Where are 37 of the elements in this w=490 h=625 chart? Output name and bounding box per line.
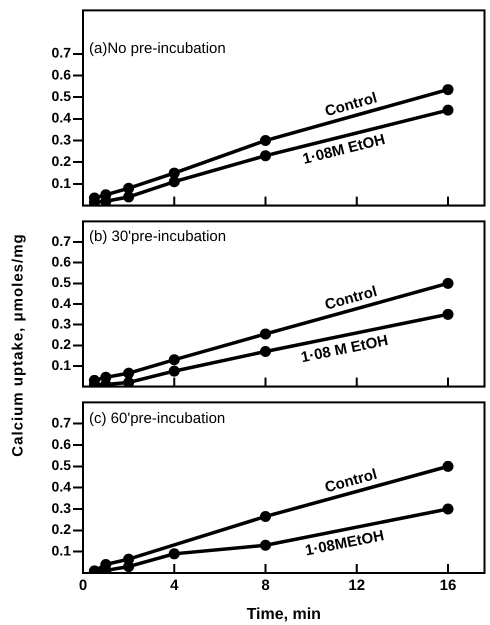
text: (a)No pre-incubation bbox=[89, 40, 226, 57]
y-tick-label: 0.2 bbox=[52, 153, 72, 170]
text: 1·08M EtOH bbox=[301, 130, 387, 168]
x-tick-label: 16 bbox=[440, 577, 456, 594]
y-tick-label: 0.3 bbox=[52, 500, 72, 516]
text: Control bbox=[323, 466, 379, 496]
y-tick-label: 0.1 bbox=[52, 174, 72, 191]
text: 1·08MEtOH bbox=[304, 527, 386, 560]
y-axis-title: Calcium uptake, μmoles/mg bbox=[10, 233, 26, 457]
x-tick-label: 8 bbox=[261, 577, 270, 594]
y-tick-label: 0.6 bbox=[52, 436, 72, 452]
y-tick-label: 0.6 bbox=[52, 254, 72, 270]
y-tick-label: 0.7 bbox=[52, 232, 72, 249]
y-tick-label: 0.4 bbox=[52, 478, 72, 495]
y-tick-label: 0.7 bbox=[52, 44, 72, 61]
y-tick-label: 0.2 bbox=[52, 336, 72, 352]
y-tick-label: 0.4 bbox=[52, 294, 72, 311]
y-tick-label: 0.5 bbox=[52, 88, 72, 104]
x-tick-label: 12 bbox=[348, 577, 366, 594]
text: (c) 60'pre-incubation bbox=[89, 410, 226, 427]
y-tick-label: 0.2 bbox=[52, 521, 72, 538]
x-axis-title: Time, min bbox=[246, 606, 321, 623]
text: 1·08 M EtOH bbox=[300, 332, 390, 366]
text: (b) 30'pre-incubation bbox=[89, 228, 226, 246]
y-tick-label: 0.1 bbox=[52, 356, 72, 373]
y-tick-label: 0.6 bbox=[52, 66, 72, 82]
y-tick-label: 0.4 bbox=[52, 110, 72, 126]
text: Control bbox=[323, 282, 379, 314]
y-tick-label: 0.3 bbox=[52, 316, 72, 332]
y-tick-label: 0.7 bbox=[52, 414, 72, 431]
y-tick-label: 0.3 bbox=[52, 131, 72, 148]
text: Control bbox=[323, 89, 379, 120]
y-tick-label: 0.5 bbox=[52, 274, 72, 290]
y-tick-label: 0.5 bbox=[52, 457, 72, 474]
x-tick-label: 0 bbox=[78, 577, 88, 594]
x-tick-label: 4 bbox=[170, 577, 180, 594]
y-tick-label: 0.1 bbox=[52, 542, 72, 559]
